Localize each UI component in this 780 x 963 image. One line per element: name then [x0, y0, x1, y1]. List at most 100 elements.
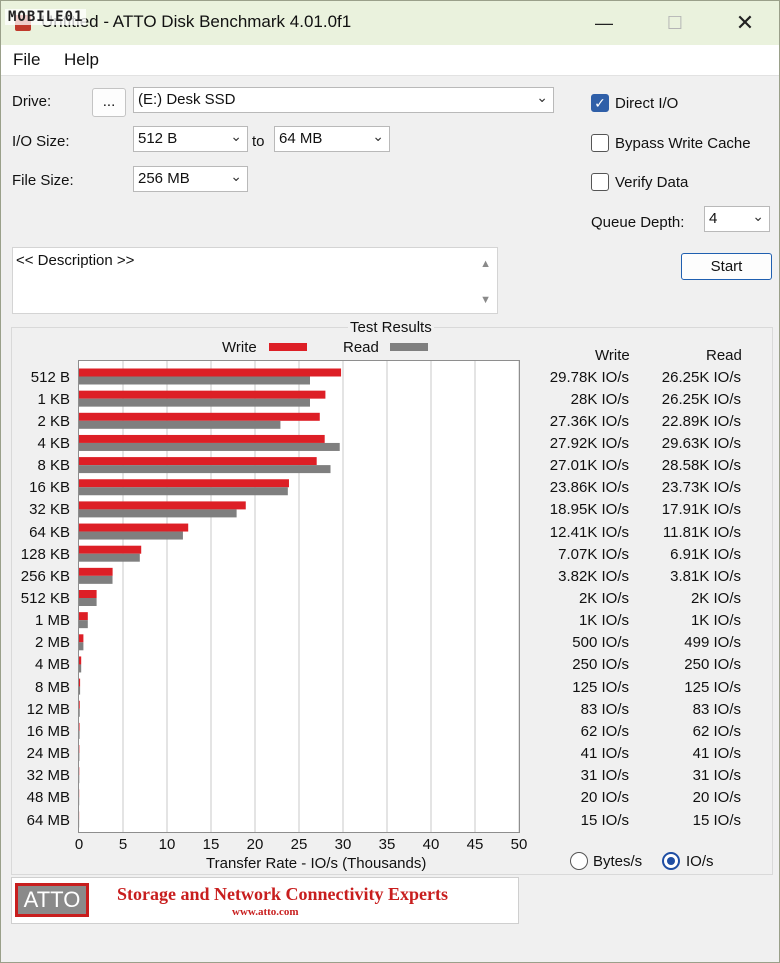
- scroll-up-icon[interactable]: ▲: [480, 258, 491, 270]
- read-value: 499 IO/s: [684, 634, 741, 652]
- chevron-down-icon: ⌄: [372, 128, 384, 144]
- menu-file[interactable]: File: [13, 50, 41, 69]
- write-bar: [79, 390, 326, 399]
- banner-url: www.atto.com: [232, 906, 299, 918]
- watermark-logo: MOBILE01: [5, 9, 87, 25]
- bytes-per-sec-radio[interactable]: [570, 852, 588, 870]
- drive-select[interactable]: (E:) Desk SSD ⌄: [133, 87, 554, 113]
- close-icon[interactable]: ✕: [735, 10, 755, 35]
- legend-read-label: Read: [343, 339, 379, 356]
- x-axis-title: Transfer Rate - IO/s (Thousands): [206, 855, 427, 872]
- y-tick-label: 24 MB: [26, 745, 70, 763]
- scroll-down-icon[interactable]: ▼: [480, 294, 491, 306]
- read-value: 17.91K IO/s: [661, 501, 741, 519]
- read-bar: [79, 398, 310, 407]
- legend-read-swatch: [390, 343, 428, 351]
- file-size-select[interactable]: 256 MB ⌄: [133, 166, 248, 192]
- read-bar: [79, 531, 183, 540]
- read-bar: [79, 664, 82, 673]
- y-tick-label: 8 MB: [34, 678, 70, 696]
- col-header-read: Read: [706, 347, 742, 364]
- read-value: 11.81K IO/s: [662, 523, 741, 541]
- read-bar: [79, 420, 281, 429]
- x-tick-label: 15: [202, 836, 220, 853]
- maximize-icon[interactable]: ☐: [666, 13, 684, 33]
- read-bar: [79, 487, 288, 496]
- write-bar: [79, 368, 342, 377]
- x-tick-label: 20: [246, 836, 264, 853]
- y-tick-label: 16 KB: [29, 479, 70, 497]
- write-value: 500 IO/s: [572, 634, 629, 652]
- bypass-write-cache-label: Bypass Write Cache: [615, 135, 751, 152]
- read-bar: [79, 598, 97, 606]
- description-field[interactable]: << Description >> ▲ ▼: [12, 247, 498, 314]
- write-bar: [79, 722, 80, 731]
- y-tick-label: 512 KB: [20, 590, 70, 607]
- bypass-write-cache-checkbox[interactable]: [591, 134, 609, 152]
- read-value: 83 IO/s: [692, 700, 741, 718]
- write-value: 12.41K IO/s: [549, 523, 629, 541]
- read-value: 23.73K IO/s: [661, 479, 741, 497]
- read-bar: [79, 376, 310, 385]
- start-button[interactable]: Start: [681, 253, 772, 280]
- read-bar: [79, 509, 237, 518]
- write-bar: [79, 678, 81, 687]
- direct-io-label: Direct I/O: [615, 95, 679, 112]
- x-tick-label: 35: [378, 836, 396, 853]
- write-bar: [79, 412, 320, 421]
- write-bar: [79, 612, 88, 621]
- write-value: 15 IO/s: [580, 811, 629, 829]
- io-size-to-select[interactable]: 64 MB ⌄: [274, 126, 390, 152]
- queue-depth-value: 4: [709, 210, 718, 227]
- io-size-label: I/O Size:: [12, 133, 70, 150]
- read-bar: [79, 708, 80, 717]
- y-tick-label: 2 MB: [34, 634, 70, 652]
- y-tick-label: 2 KB: [37, 412, 70, 430]
- write-bar: [79, 634, 84, 643]
- y-tick-label: 32 MB: [26, 767, 70, 785]
- x-tick-label: 5: [118, 836, 128, 853]
- write-value: 31 IO/s: [580, 767, 629, 785]
- iops-radio[interactable]: [662, 852, 680, 870]
- chevron-down-icon: ⌄: [230, 168, 242, 184]
- read-value: 1K IO/s: [690, 612, 741, 630]
- minimize-icon[interactable]: —: [595, 13, 613, 33]
- queue-depth-select[interactable]: 4 ⌄: [704, 206, 770, 232]
- read-bar: [79, 686, 81, 695]
- write-bar: [79, 501, 246, 510]
- menu-help[interactable]: Help: [64, 50, 99, 69]
- y-tick-label: 1 KB: [37, 390, 70, 408]
- write-bar: [79, 523, 189, 532]
- io-size-from-select[interactable]: 512 B ⌄: [133, 126, 248, 152]
- read-value: 28.58K IO/s: [661, 457, 741, 475]
- chevron-down-icon: ⌄: [230, 128, 242, 144]
- y-tick-label: 256 KB: [20, 567, 70, 585]
- y-tick-label: 4 KB: [37, 434, 70, 452]
- read-bar: [79, 575, 113, 584]
- y-tick-label: 64 MB: [26, 811, 70, 829]
- read-value: 6.91K IO/s: [670, 545, 741, 563]
- bar-chart: [79, 361, 520, 832]
- x-tick-label: 25: [290, 836, 308, 853]
- write-value: 2K IO/s: [578, 590, 629, 607]
- write-value: 28K IO/s: [570, 390, 629, 408]
- read-value: 22.89K IO/s: [661, 412, 741, 430]
- write-bar: [79, 434, 325, 443]
- write-bar: [79, 700, 80, 709]
- write-bar: [79, 457, 317, 466]
- chevron-down-icon: ⌄: [752, 208, 764, 224]
- verify-data-checkbox[interactable]: [591, 173, 609, 191]
- description-text: << Description >>: [16, 252, 135, 269]
- x-tick-label: 40: [422, 836, 440, 853]
- write-value: 27.36K IO/s: [549, 412, 629, 430]
- write-value: 18.95K IO/s: [549, 501, 629, 519]
- x-tick-label: 10: [158, 836, 176, 853]
- direct-io-checkbox[interactable]: ✓: [591, 94, 609, 112]
- window-title: Untitled - ATTO Disk Benchmark 4.01.0f1: [41, 12, 352, 31]
- title-bar[interactable]: Untitled - ATTO Disk Benchmark 4.01.0f1 …: [1, 1, 779, 45]
- write-value: 27.01K IO/s: [549, 457, 629, 475]
- browse-button[interactable]: ...: [92, 88, 126, 117]
- atto-banner[interactable]: ATTO Storage and Network Connectivity Ex…: [11, 877, 519, 924]
- write-value: 3.82K IO/s: [558, 567, 629, 585]
